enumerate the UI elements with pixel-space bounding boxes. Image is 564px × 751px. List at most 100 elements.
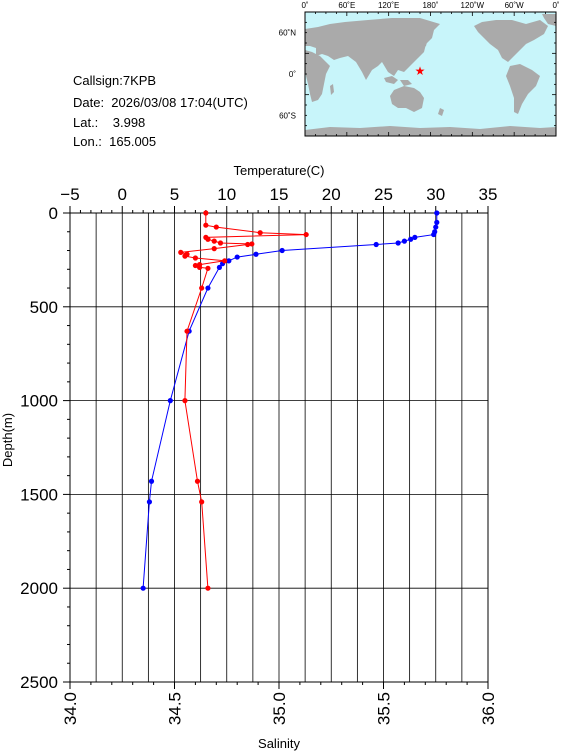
salinity-data-point — [211, 246, 217, 252]
temperature-tick-label: 20 — [322, 185, 341, 204]
greenland-landmass — [542, 14, 556, 26]
depth-tick-label: 500 — [30, 298, 58, 317]
depth-tick-label: 2000 — [20, 579, 58, 598]
map-lon-label: 0˚ — [552, 1, 559, 10]
australia-landmass — [390, 86, 424, 112]
temperature-axis-label: Temperature(C) — [233, 163, 324, 178]
map-lat-label: 60˚S — [279, 111, 296, 120]
temperature-tick-label: 0 — [118, 185, 127, 204]
salinity-data-point — [192, 255, 198, 261]
map-lon-label: 0˚ — [301, 1, 308, 10]
depth-tick-label: 1500 — [20, 485, 58, 504]
salinity-data-point — [178, 249, 184, 255]
temperature-data-point — [279, 247, 285, 254]
temperature-tick-label: −5 — [60, 185, 79, 204]
temperature-data-point — [253, 251, 259, 257]
salinity-data-point — [205, 265, 211, 271]
temperature-data-point — [373, 241, 379, 248]
salinity-data-point — [184, 328, 190, 334]
indonesia-landmass — [384, 76, 412, 86]
salinity-data-point — [245, 241, 251, 248]
map-lon-label: 120˚W — [461, 1, 485, 10]
temperature-data-point — [226, 258, 232, 264]
map-latitude-labels: 60˚N 0˚ 60˚S — [279, 29, 297, 121]
salinity-axis-label: Salinity — [258, 736, 300, 751]
salinity-tick-label: 34.0 — [61, 692, 80, 725]
longitude-text: Lon.: 165.005 — [73, 134, 157, 149]
world-map: 0˚ 60˚E 120˚E 180˚ 120˚W 60˚W 0˚ 60˚N 0˚ 60˚S ★ — [279, 1, 560, 137]
map-longitude-labels: 0˚ 60˚E 120˚E 180˚ 120˚W 60˚W 0˚ — [301, 1, 559, 10]
map-lat-label: 60˚N — [279, 29, 297, 38]
salinity-tick-label: 35.0 — [270, 692, 289, 725]
temperature-data-point — [146, 499, 153, 505]
new-zealand-landmass — [438, 108, 444, 116]
africa-landmass — [305, 50, 330, 102]
salinity-data-point — [205, 236, 211, 242]
temperature-data-point — [434, 219, 440, 225]
depth-tick-label: 0 — [49, 204, 58, 223]
depth-tick-labels: 0 500 1000 1500 2000 2500 — [20, 204, 58, 692]
temperature-data-point — [408, 236, 414, 242]
salinity-data-point — [182, 398, 188, 404]
date-text: Date: 2026/03/08 17:04(UTC) — [73, 95, 248, 110]
map-lon-label: 60˚E — [338, 1, 355, 10]
temperature-data-point — [395, 240, 401, 246]
salinity-data-point — [213, 224, 219, 230]
temperature-tick-label: 10 — [217, 185, 236, 204]
temperature-tick-label: 15 — [270, 185, 289, 204]
eurasia-landmass — [305, 18, 440, 80]
antarctica-landmass — [305, 126, 556, 136]
latitude-text: Lat.: 3.998 — [73, 115, 146, 130]
salinity-data-point — [211, 238, 217, 244]
salinity-data-point — [217, 240, 224, 246]
salinity-data-point — [205, 585, 211, 591]
axis-ticks — [63, 206, 489, 689]
temperature-data-point — [140, 585, 146, 591]
salinity-tick-labels: 34.0 34.5 35.0 35.5 36.0 — [61, 692, 498, 725]
salinity-data-point — [196, 264, 203, 271]
depth-tick-label: 2500 — [20, 673, 58, 692]
temperature-data-point — [216, 264, 223, 271]
temperature-data-point — [431, 231, 437, 238]
temperature-data-point — [412, 234, 418, 240]
south-america-landmass — [506, 64, 540, 114]
salinity-data-point — [249, 241, 255, 247]
temperature-tick-label: 25 — [374, 185, 393, 204]
map-landmasses — [305, 14, 556, 136]
japan-landmass — [418, 36, 428, 50]
callsign-text: Callsign:7KPB — [73, 73, 157, 88]
map-lon-label: 120˚E — [378, 1, 399, 10]
salinity-data-point — [203, 222, 209, 228]
temperature-data-point — [434, 210, 440, 216]
salinity-data-point — [257, 230, 263, 236]
temperature-tick-label: 5 — [170, 185, 179, 204]
salinity-tick-label: 35.5 — [375, 692, 394, 725]
salinity-tick-label: 36.0 — [479, 692, 498, 725]
map-tick-marks — [304, 11, 557, 137]
salinity-data-point — [222, 258, 228, 264]
temperature-tick-label: 35 — [479, 185, 498, 204]
temperature-data-point — [433, 224, 439, 230]
salinity-data-point — [192, 262, 198, 269]
temperature-data-point — [148, 478, 155, 484]
temperature-data-point — [401, 238, 407, 244]
salinity-data-point — [194, 478, 201, 484]
madagascar-landmass — [330, 84, 334, 95]
temperature-data-point — [234, 254, 240, 260]
temperature-tick-label: 30 — [426, 185, 445, 204]
depth-tick-label: 1000 — [20, 392, 58, 411]
map-lon-label: 60˚W — [505, 1, 525, 10]
salinity-tick-label: 34.5 — [166, 692, 185, 725]
north-america-landmass — [474, 20, 548, 62]
depth-axis-label: Depth(m) — [0, 413, 15, 467]
salinity-data-point — [182, 253, 188, 259]
salinity-data-point — [203, 210, 209, 216]
plot-grid — [70, 213, 488, 682]
temperature-data-point — [167, 398, 173, 404]
map-lat-label: 0˚ — [289, 70, 296, 79]
map-lon-label: 180˚ — [422, 1, 438, 10]
temperature-data-point — [205, 285, 211, 291]
station-star-icon: ★ — [415, 64, 426, 78]
temperature-tick-labels: −5 0 5 10 15 20 25 30 35 — [60, 185, 497, 204]
